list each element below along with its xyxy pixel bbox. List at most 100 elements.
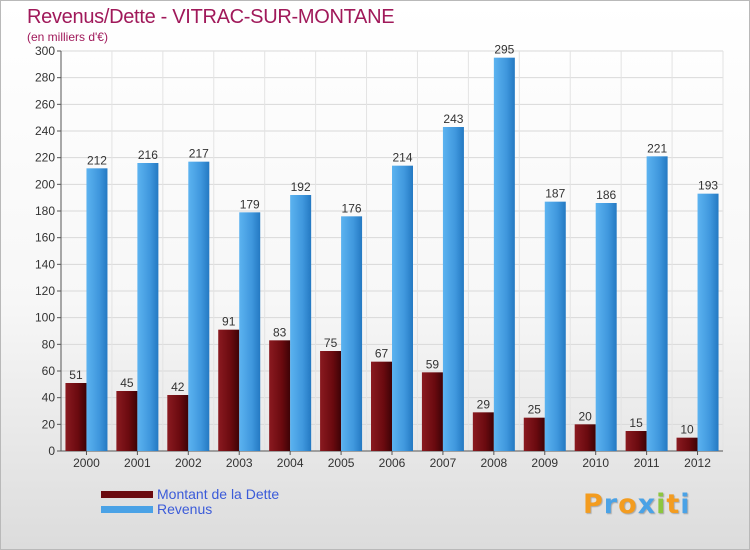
y-tick-label: 240 — [35, 124, 55, 138]
bar-dette-2004 — [269, 340, 291, 451]
data-label-revenus-2009: 187 — [545, 187, 565, 201]
legend-swatch-debt — [101, 491, 153, 498]
x-tick-label: 2012 — [684, 456, 711, 470]
bar-revenus-2004 — [290, 195, 312, 451]
data-label-revenus-2004: 192 — [291, 180, 311, 194]
x-tick-label: 2009 — [531, 456, 558, 470]
data-label-dette-2000: 51 — [69, 368, 83, 382]
x-tick-label: 2007 — [430, 456, 457, 470]
y-tick-label: 300 — [35, 44, 55, 58]
x-tick-label: 2005 — [328, 456, 355, 470]
data-label-revenus-2005: 176 — [342, 201, 362, 215]
logo-letter: x — [637, 489, 657, 520]
bar-revenus-2006 — [392, 165, 413, 451]
y-tick-label: 140 — [35, 257, 55, 271]
bar-dette-2000 — [65, 383, 87, 451]
data-label-dette-2001: 45 — [120, 376, 134, 390]
logo-letter: o — [618, 489, 638, 520]
logo-letter: r — [603, 489, 619, 520]
bar-dette-2002 — [167, 395, 189, 451]
data-label-dette-2005: 75 — [324, 336, 338, 350]
bar-dette-2010 — [574, 424, 596, 451]
bar-revenus-2001 — [137, 163, 159, 451]
data-label-dette-2006: 67 — [375, 347, 389, 361]
x-tick-label: 2002 — [175, 456, 202, 470]
data-label-dette-2002: 42 — [171, 380, 185, 394]
data-label-dette-2008: 29 — [477, 397, 491, 411]
x-tick-label: 2010 — [582, 456, 609, 470]
bar-dette-2005 — [320, 351, 342, 451]
data-label-revenus-2011: 221 — [647, 141, 667, 155]
data-label-revenus-2003: 179 — [240, 197, 260, 211]
data-label-dette-2007: 59 — [426, 357, 440, 371]
data-label-dette-2003: 91 — [222, 315, 236, 329]
data-label-revenus-2000: 212 — [87, 153, 107, 167]
y-tick-label: 260 — [35, 97, 55, 111]
bar-revenus-2012 — [697, 193, 719, 451]
y-tick-label: 120 — [35, 284, 55, 298]
x-tick-label: 2003 — [226, 456, 253, 470]
x-tick-label: 2008 — [480, 456, 507, 470]
bar-revenus-2002 — [188, 161, 210, 451]
y-tick-label: 60 — [42, 364, 56, 378]
x-tick-label: 2001 — [124, 456, 151, 470]
data-label-dette-2011: 15 — [629, 416, 643, 430]
data-label-revenus-2010: 186 — [596, 188, 616, 202]
data-label-revenus-2008: 295 — [494, 43, 514, 57]
axes: 0204060801001201401601802002202402602803… — [35, 44, 723, 470]
data-label-revenus-2012: 193 — [698, 179, 718, 193]
bars — [65, 57, 719, 452]
x-tick-label: 2011 — [634, 456, 660, 470]
proxiti-logo: Proxiti — [583, 489, 691, 520]
bar-revenus-2003 — [239, 212, 261, 451]
bar-revenus-2009 — [544, 201, 566, 451]
legend-label-debt: Montant de la Dette — [157, 486, 280, 502]
logo-letter: i — [680, 489, 691, 520]
bar-dette-2007 — [421, 372, 443, 451]
bar-revenus-2010 — [595, 203, 617, 451]
chart-subtitle: (en milliers d'€) — [27, 30, 108, 44]
legend-label-revenus: Revenus — [157, 501, 213, 517]
data-label-revenus-2006: 214 — [392, 151, 412, 165]
y-tick-label: 220 — [35, 151, 55, 165]
y-tick-label: 80 — [42, 337, 56, 351]
y-tick-label: 160 — [35, 231, 55, 245]
bar-dette-2008 — [472, 412, 494, 451]
bar-revenus-2011 — [646, 156, 668, 452]
y-tick-label: 180 — [35, 204, 55, 218]
y-tick-label: 20 — [42, 417, 56, 431]
legend-swatch-revenus — [101, 506, 153, 513]
bar-revenus-2000 — [86, 168, 108, 452]
bar-dette-2012 — [676, 437, 698, 451]
bar-dette-2006 — [371, 361, 392, 451]
y-tick-label: 280 — [35, 71, 55, 85]
x-tick-label: 2006 — [379, 456, 406, 470]
bar-revenus-2007 — [442, 127, 464, 451]
bar-dette-2001 — [116, 391, 138, 451]
y-tick-label: 0 — [48, 444, 55, 458]
data-label-revenus-2001: 216 — [138, 148, 158, 162]
data-label-dette-2012: 10 — [680, 423, 694, 437]
chart-title: Revenus/Dette - VITRAC-SUR-MONTANE — [27, 6, 395, 28]
logo-letter: i — [656, 489, 667, 520]
bar-revenus-2008 — [493, 57, 515, 452]
data-label-dette-2009: 25 — [528, 403, 542, 417]
bar-dette-2009 — [523, 417, 545, 451]
x-tick-label: 2004 — [277, 456, 304, 470]
y-tick-label: 100 — [35, 311, 55, 325]
bar-revenus-2005 — [341, 216, 363, 451]
logo-letter: t — [666, 489, 681, 520]
y-tick-label: 40 — [42, 391, 56, 405]
data-label-revenus-2007: 243 — [443, 112, 463, 126]
bar-dette-2011 — [625, 431, 647, 451]
data-label-dette-2004: 83 — [273, 325, 287, 339]
bar-dette-2003 — [218, 329, 240, 451]
data-labels: 51 212 45 216 42 217 91 179 83 192 75 176 67 214 59 243… — [69, 43, 718, 437]
x-tick-label: 2000 — [73, 456, 100, 470]
y-tick-label: 200 — [35, 177, 55, 191]
data-label-revenus-2002: 217 — [189, 147, 209, 161]
logo-letter: P — [583, 489, 604, 520]
data-label-dette-2010: 20 — [579, 409, 593, 423]
